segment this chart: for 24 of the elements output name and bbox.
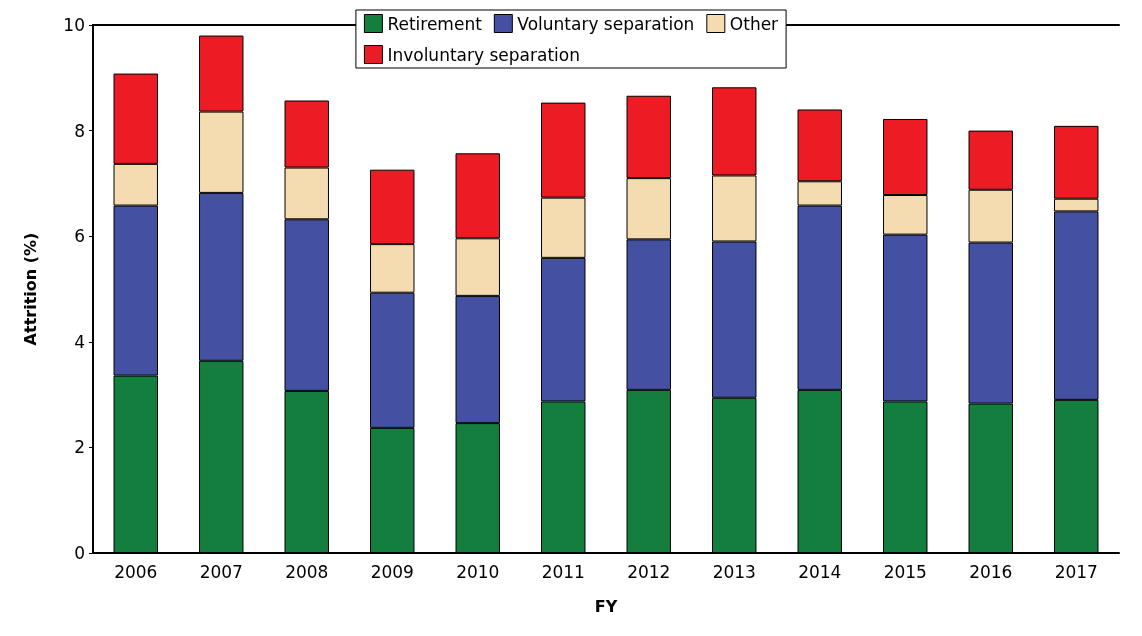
x-tick-label: 2017 [1054, 561, 1098, 582]
x-tick-label: 2015 [883, 561, 927, 582]
x-tick-label: 2013 [712, 561, 756, 582]
x-tick-label: 2012 [627, 561, 671, 582]
y-tick-label: 10 [63, 15, 85, 35]
x-tick-label: 2008 [285, 561, 329, 582]
x-tick-label: 2016 [969, 561, 1013, 582]
x-tick-label: 2014 [798, 561, 842, 582]
legend-label: Other [729, 13, 779, 34]
x-tick-label: 2010 [456, 561, 500, 582]
x-tick-label: 2007 [199, 561, 243, 582]
y-tick-label: 6 [74, 226, 85, 247]
y-tick-label: 4 [74, 331, 85, 352]
y-tick-label: 8 [74, 120, 85, 141]
legend-label: Involuntary separation [387, 44, 580, 65]
y-tick-label: 2 [74, 437, 85, 458]
x-axis-title: FY [594, 596, 618, 616]
x-tick-label: 2006 [114, 561, 158, 582]
x-tick-label: 2009 [370, 561, 414, 582]
x-tick-label: 2011 [541, 561, 585, 582]
y-axis-title: Attrition (%) [20, 232, 40, 346]
y-tick-label: 0 [74, 543, 85, 563]
legend-label: Retirement [387, 13, 483, 34]
legend-label: Voluntary separation [517, 13, 695, 34]
